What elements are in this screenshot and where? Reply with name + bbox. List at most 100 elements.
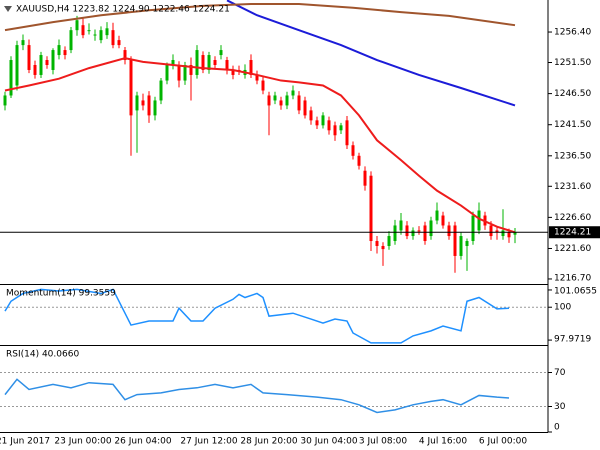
candle-body — [465, 241, 469, 246]
candle-body — [75, 20, 79, 31]
candle-body — [213, 60, 217, 65]
candle-body — [39, 55, 43, 75]
candle-body — [147, 95, 151, 116]
candle-body — [387, 236, 391, 246]
x-tick-label: 30 Jun 04:00 — [300, 437, 357, 447]
y-tick-label: 1231.60 — [554, 182, 591, 192]
candle-body — [45, 60, 49, 65]
candle-body — [57, 45, 61, 56]
candle-body — [303, 100, 307, 116]
candle-body — [501, 230, 505, 237]
candle-body — [285, 95, 289, 106]
x-tick-label: 3 Jul 08:00 — [359, 437, 408, 447]
price-label-box — [549, 226, 600, 239]
x-tick-label: 28 Jun 20:00 — [240, 437, 297, 447]
candle-body — [477, 210, 481, 231]
candle-body — [117, 40, 121, 46]
indicator-line — [4, 378, 510, 414]
candle-body — [81, 25, 85, 36]
y-tick-label: 1241.50 — [554, 120, 591, 130]
x-tick-label: 26 Jun 04:00 — [114, 437, 171, 447]
candle-body — [69, 30, 73, 51]
moving-average — [4, 57, 516, 234]
candle-body — [123, 50, 127, 61]
candle-body — [165, 64, 169, 81]
candle-body — [189, 64, 193, 75]
candle-body — [279, 100, 283, 106]
moving-average — [4, 3, 516, 32]
x-tick-label: 21 Jun 2017 — [0, 437, 50, 447]
candle-body — [177, 64, 181, 81]
candle-body — [453, 225, 457, 256]
moving-average — [226, 0, 516, 107]
candle-body — [291, 90, 295, 96]
candle-body — [459, 236, 463, 256]
candle-body — [309, 110, 313, 121]
candle-body — [183, 64, 187, 81]
candle-body — [207, 55, 211, 70]
candle-body — [141, 100, 145, 106]
candle-body — [153, 100, 157, 116]
candle-body — [339, 125, 343, 131]
candle-body — [171, 60, 175, 65]
y-tick-label: 1236.50 — [554, 151, 591, 161]
candle-body — [21, 40, 25, 46]
candle-body — [489, 225, 493, 237]
candle-body — [345, 120, 349, 146]
y-tick-label: 70 — [554, 368, 566, 378]
candle-body — [93, 34, 97, 36]
candle-body — [249, 60, 253, 75]
candle-body — [357, 155, 361, 166]
x-tick-label: 6 Jul 00:00 — [479, 437, 528, 447]
candle-body — [225, 60, 229, 70]
y-tick-label: 30 — [554, 402, 566, 412]
candle-body — [105, 28, 109, 36]
candle-body — [363, 170, 367, 186]
y-tick-label: 101.0655 — [554, 287, 597, 297]
y-tick-label: 97.9719 — [554, 335, 591, 345]
candle-body — [441, 215, 445, 226]
candle-body — [471, 215, 475, 242]
candle-body — [27, 45, 31, 70]
candle-body — [495, 230, 499, 233]
candle-body — [201, 55, 205, 70]
candle-body — [429, 220, 433, 237]
candle-body — [3, 95, 7, 106]
candle-body — [513, 232, 517, 235]
candle-body — [333, 125, 337, 136]
candle-body — [87, 30, 91, 32]
candle-body — [33, 64, 37, 75]
candle-body — [63, 50, 67, 56]
candle-body — [135, 95, 139, 111]
candle-body — [273, 95, 277, 101]
candle-body — [321, 115, 325, 126]
candle-body — [51, 50, 55, 70]
candle-body — [231, 69, 235, 75]
candle-body — [99, 30, 103, 41]
candle-body — [381, 245, 385, 250]
candle-body — [219, 50, 223, 56]
candle-body — [369, 175, 373, 242]
candle-body — [267, 95, 271, 106]
candle-body — [447, 225, 451, 237]
x-tick-label: 4 Jul 16:00 — [419, 437, 468, 447]
candle-body — [159, 80, 163, 101]
candle-body — [423, 225, 427, 242]
y-tick-label: 1221.60 — [554, 244, 591, 254]
candle-body — [411, 230, 415, 237]
candle-body — [399, 220, 403, 231]
price-label: 1224.21 — [554, 228, 591, 238]
candle-body — [9, 60, 13, 96]
candle-body — [315, 120, 319, 126]
candle-body — [195, 50, 199, 75]
title-icon — [4, 6, 12, 12]
y-tick-label: 100 — [554, 303, 571, 313]
candle-body — [393, 225, 397, 242]
candle-body — [129, 60, 133, 116]
y-tick-label: 1216.70 — [554, 274, 591, 284]
candle-body — [405, 225, 409, 237]
candle-body — [375, 241, 379, 246]
y-tick-label: 1251.50 — [554, 58, 591, 68]
